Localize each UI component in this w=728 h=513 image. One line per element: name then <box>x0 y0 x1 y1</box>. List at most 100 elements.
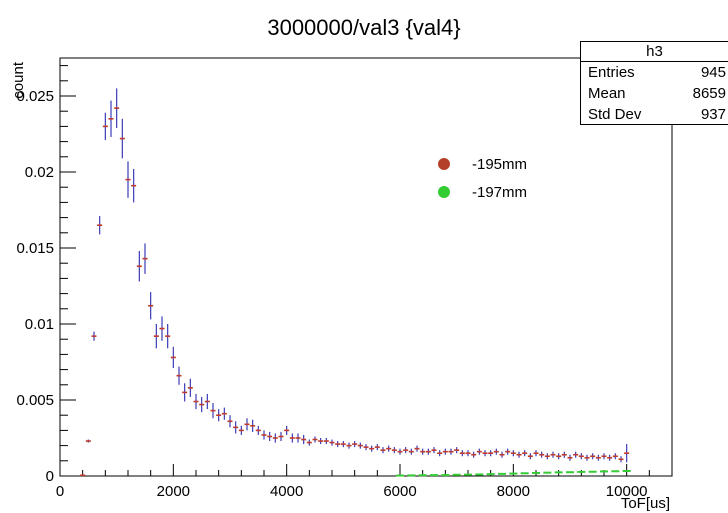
data-point <box>261 430 267 440</box>
stats-value: 8659 <box>692 85 726 102</box>
data-point <box>527 453 533 460</box>
axes: 0 2000 4000 6000 8000 10000 0 0.005 0.01 0.015 0.0… <box>16 65 673 500</box>
data-point <box>544 453 550 460</box>
plot-frame <box>59 57 673 477</box>
y-tick-label: 0.015 <box>16 240 54 257</box>
y-tick-label: 0.02 <box>25 164 54 181</box>
stats-label: Mean <box>588 85 626 102</box>
y-tick-label: 0.01 <box>25 316 54 333</box>
data-point <box>556 453 562 460</box>
stats-label: Entries <box>588 64 635 81</box>
data-point <box>204 393 210 410</box>
data-point <box>624 444 630 463</box>
data-point <box>391 447 397 454</box>
data-point <box>199 396 205 413</box>
data-point <box>85 439 91 443</box>
data-point <box>505 448 511 455</box>
data-point <box>159 316 165 341</box>
stats-row-entries: Entries 945 <box>581 62 728 83</box>
data-point <box>323 438 329 445</box>
data-point <box>182 383 188 402</box>
data-point <box>97 216 103 235</box>
data-point <box>437 450 443 457</box>
data-point <box>369 445 375 452</box>
data-point <box>533 450 539 457</box>
data-point <box>170 346 176 369</box>
data-point <box>284 425 290 435</box>
data-point <box>459 450 465 457</box>
data-point <box>210 403 216 419</box>
x-tick-label: 4000 <box>270 483 303 500</box>
series-197mm <box>396 469 631 477</box>
data-point <box>618 456 624 463</box>
stats-label: Std Dev <box>588 106 642 123</box>
data-point <box>431 447 437 454</box>
data-point <box>590 453 596 460</box>
data-point <box>340 441 346 448</box>
data-point <box>346 442 352 449</box>
data-point <box>386 445 392 452</box>
data-point <box>397 448 403 455</box>
legend-entry: -197mm <box>438 184 527 201</box>
y-tick-label: 0.005 <box>16 392 54 409</box>
data-point <box>363 444 369 451</box>
stats-value: 937 <box>700 106 726 123</box>
data-point <box>272 433 278 443</box>
data-point <box>267 431 273 442</box>
stats-row-mean: Mean 8659 <box>581 83 728 104</box>
data-point <box>295 433 301 443</box>
legend-label: -195mm <box>472 156 527 173</box>
data-point <box>125 161 131 198</box>
data-point <box>318 438 324 445</box>
data-point <box>312 436 318 443</box>
data-point <box>301 434 307 445</box>
data-point <box>408 448 414 455</box>
series-195mm <box>80 88 630 477</box>
data-point <box>448 448 454 455</box>
data-point <box>584 454 590 461</box>
data-point <box>80 474 86 477</box>
data-point <box>454 447 460 454</box>
data-point <box>238 425 244 435</box>
data-point <box>102 112 108 141</box>
y-axis-label: count <box>10 61 27 99</box>
legend-entry: -195mm <box>438 156 527 173</box>
data-point <box>227 415 233 428</box>
data-point <box>465 450 471 457</box>
data-point <box>493 448 499 455</box>
data-point <box>522 450 528 457</box>
legend: -195mm -197mm <box>438 156 527 201</box>
data-point <box>357 442 363 449</box>
x-tick-label: 2000 <box>157 483 190 500</box>
data-point <box>119 118 125 159</box>
data-point <box>352 441 358 448</box>
data-point <box>114 88 120 128</box>
data-point <box>476 448 482 455</box>
data-point <box>612 453 618 460</box>
data-point <box>250 419 256 432</box>
data-point <box>289 433 295 443</box>
data-point <box>403 447 409 454</box>
data-point <box>131 168 137 203</box>
data-point <box>165 324 171 349</box>
stats-box: h3 Entries 945 Mean 8659 Std Dev 937 <box>580 41 728 125</box>
data-point <box>176 366 182 385</box>
data-point <box>607 454 613 461</box>
data-point <box>153 324 159 349</box>
legend-marker <box>438 186 450 198</box>
data-point <box>216 409 222 422</box>
data-point <box>595 454 601 461</box>
data-point <box>374 444 380 451</box>
data-point <box>306 439 312 446</box>
x-tick-label: 6000 <box>383 483 416 500</box>
stats-title: h3 <box>581 42 728 62</box>
stats-row-stddev: Std Dev 937 <box>581 104 728 125</box>
data-point <box>471 451 477 458</box>
data-point <box>187 378 193 397</box>
data-point <box>567 454 573 461</box>
data-point <box>233 421 239 434</box>
data-point <box>148 292 154 320</box>
x-tick-label: 0 <box>56 483 64 500</box>
data-point <box>108 100 114 138</box>
